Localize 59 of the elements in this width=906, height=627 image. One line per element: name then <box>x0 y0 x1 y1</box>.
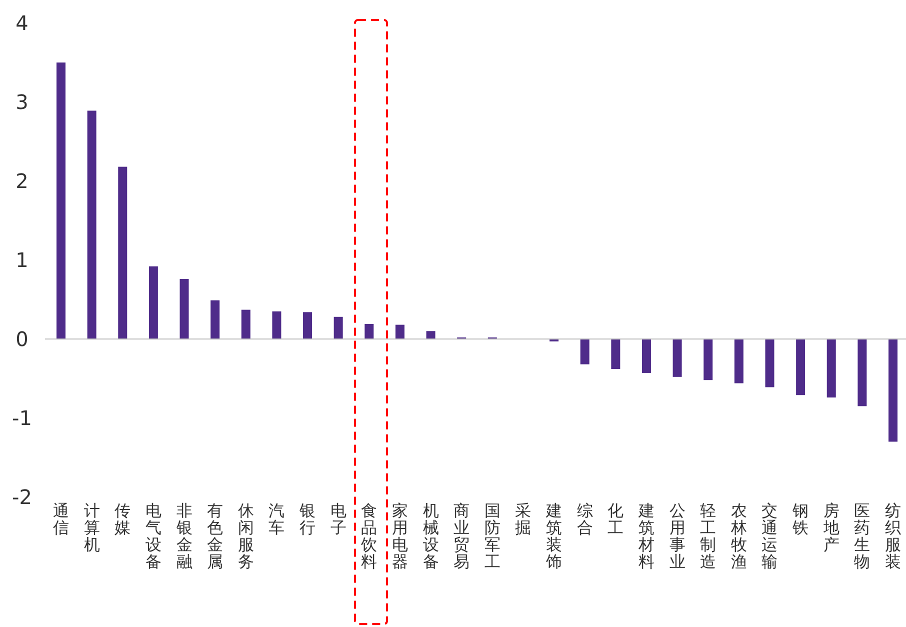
x-tick-label: 电子 <box>330 501 346 537</box>
x-tick-label: 国防军工 <box>484 501 500 571</box>
y-tick-label: 1 <box>16 248 28 272</box>
bar <box>765 339 774 388</box>
y-tick-label: -2 <box>12 485 32 509</box>
y-tick-label: 0 <box>16 327 28 351</box>
bar <box>796 339 806 396</box>
y-tick-label: 2 <box>16 169 28 193</box>
x-tick-label: 农林牧渔 <box>730 501 747 571</box>
x-tick-label: 传媒 <box>114 501 131 537</box>
x-tick-label: 房地产 <box>822 501 840 554</box>
bar <box>272 311 282 339</box>
x-tick-label: 采掘 <box>515 501 532 537</box>
bar <box>56 62 66 339</box>
bar <box>426 331 436 339</box>
bar <box>241 310 250 339</box>
bar <box>704 339 713 380</box>
x-tick-label: 交通运输 <box>762 501 778 571</box>
bar <box>858 339 867 406</box>
bar <box>118 166 128 339</box>
x-tick-label: 有色金属 <box>207 501 224 571</box>
x-tick-label: 机械设备 <box>422 501 439 571</box>
bar <box>672 339 682 377</box>
x-tick-label: 非银金融 <box>175 501 192 571</box>
bar <box>87 110 96 339</box>
bar <box>395 324 404 339</box>
x-tick-label: 建筑材料 <box>637 501 654 571</box>
x-tick-label: 食品饮料 <box>360 501 378 571</box>
x-tick-label: 家用电器 <box>392 501 408 571</box>
bar <box>611 339 620 370</box>
bar <box>210 300 220 339</box>
x-tick-label: 休闲服务 <box>238 501 254 571</box>
x-tick-label: 纺织服装 <box>885 501 901 571</box>
x-tick-label: 商业贸易 <box>454 501 470 571</box>
bar <box>334 316 343 339</box>
bar <box>364 324 374 339</box>
x-tick-label: 钢铁 <box>792 501 809 537</box>
bar <box>580 339 590 364</box>
y-tick-label: 3 <box>16 90 28 114</box>
x-tick-label: 综合 <box>576 501 593 537</box>
bar <box>148 266 158 339</box>
x-tick-label: 汽车 <box>268 501 285 537</box>
bar <box>888 339 898 442</box>
x-tick-label: 医药生物 <box>854 501 870 571</box>
y-tick-label: 4 <box>16 11 28 35</box>
bar <box>303 312 312 339</box>
y-tick-label: -1 <box>12 406 32 430</box>
x-tick-label: 公用事业 <box>669 501 686 571</box>
bar <box>642 339 651 373</box>
x-tick-label: 通信 <box>53 501 69 537</box>
bar <box>734 339 744 384</box>
bar <box>826 339 836 398</box>
x-tick-label: 计算机 <box>84 501 100 554</box>
x-tick-label: 电气设备 <box>145 501 162 571</box>
x-tick-label: 银行 <box>298 501 316 537</box>
bar <box>180 278 189 339</box>
x-tick-label: 建筑装饰 <box>545 501 562 571</box>
x-tick-label: 化工 <box>608 501 624 537</box>
x-tick-label: 轻工制造 <box>700 501 716 571</box>
